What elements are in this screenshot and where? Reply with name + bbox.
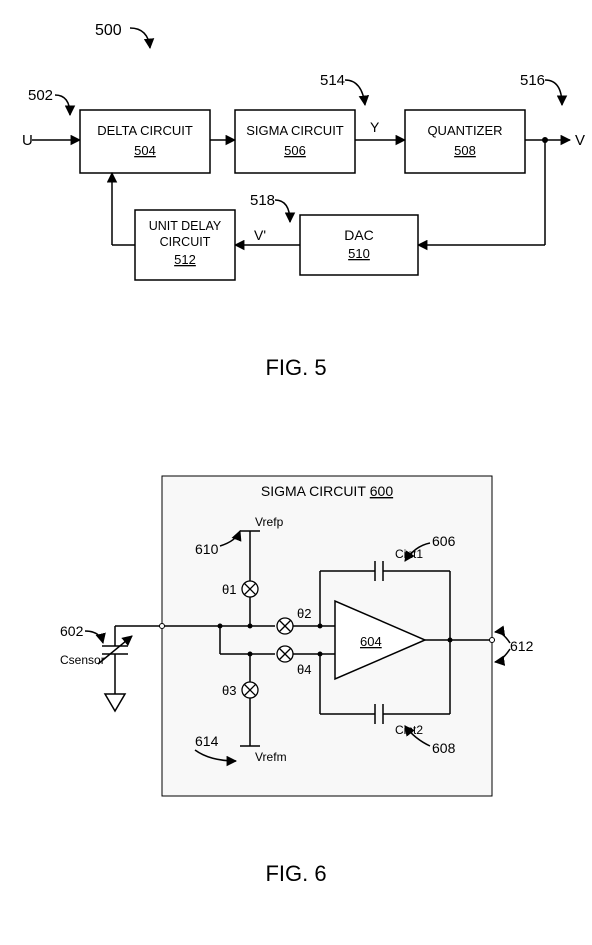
unitdelay-label-1: UNIT DELAY — [149, 219, 222, 233]
sigma-num: 506 — [284, 143, 306, 158]
signal-vprime: V' — [254, 227, 266, 243]
ref-606: 606 — [432, 533, 456, 549]
ref-514: 514 — [320, 72, 345, 89]
ref-516: 516 — [520, 72, 545, 89]
sigma-box-label: SIGMA CIRCUIT 600 — [261, 483, 393, 499]
theta1: θ1 — [222, 582, 236, 597]
quantizer-block — [405, 110, 525, 173]
signal-y: Y — [370, 119, 380, 135]
ref-614: 614 — [195, 733, 219, 749]
unitdelay-label-2: CIRCUIT — [160, 235, 211, 249]
delta-label: DELTA CIRCUIT — [97, 123, 193, 138]
unitdelay-num: 512 — [174, 252, 196, 267]
ref-518: 518 — [250, 192, 275, 209]
vrefm-label: Vrefm — [255, 750, 287, 764]
dac-label: DAC — [344, 227, 374, 243]
amp-num: 604 — [360, 634, 382, 649]
input-u: U — [22, 132, 33, 149]
sigma-label: SIGMA CIRCUIT — [246, 123, 344, 138]
quantizer-num: 508 — [454, 143, 476, 158]
theta2: θ2 — [297, 606, 311, 621]
theta3: θ3 — [222, 683, 236, 698]
ref-502: 502 — [28, 87, 53, 104]
fig5-diagram: 500 502 U DELTA CIRCUIT 504 SIGMA CIRCUI… — [0, 0, 592, 330]
fig6-title: FIG. 6 — [0, 861, 592, 887]
delta-num: 504 — [134, 143, 156, 158]
vrefp-label: Vrefp — [255, 515, 284, 529]
fig5-title: FIG. 5 — [0, 355, 592, 381]
ref-602: 602 — [60, 623, 84, 639]
theta4: θ4 — [297, 662, 311, 677]
dac-block — [300, 215, 418, 275]
output-v: V — [575, 132, 585, 149]
sigma-block — [235, 110, 355, 173]
quantizer-label: QUANTIZER — [427, 123, 502, 138]
dac-num: 510 — [348, 246, 370, 261]
ref-500: 500 — [95, 22, 122, 39]
ref-608: 608 — [432, 740, 456, 756]
cint1-label: Cint1 — [395, 547, 423, 561]
delta-block — [80, 110, 210, 173]
ref-610: 610 — [195, 541, 219, 557]
csensor-label: Csensor — [60, 653, 105, 667]
ref-612: 612 — [510, 638, 534, 654]
fig6-diagram: SIGMA CIRCUIT 600 Vrefp 610 θ1 θ2 θ4 θ3 … — [0, 436, 592, 836]
